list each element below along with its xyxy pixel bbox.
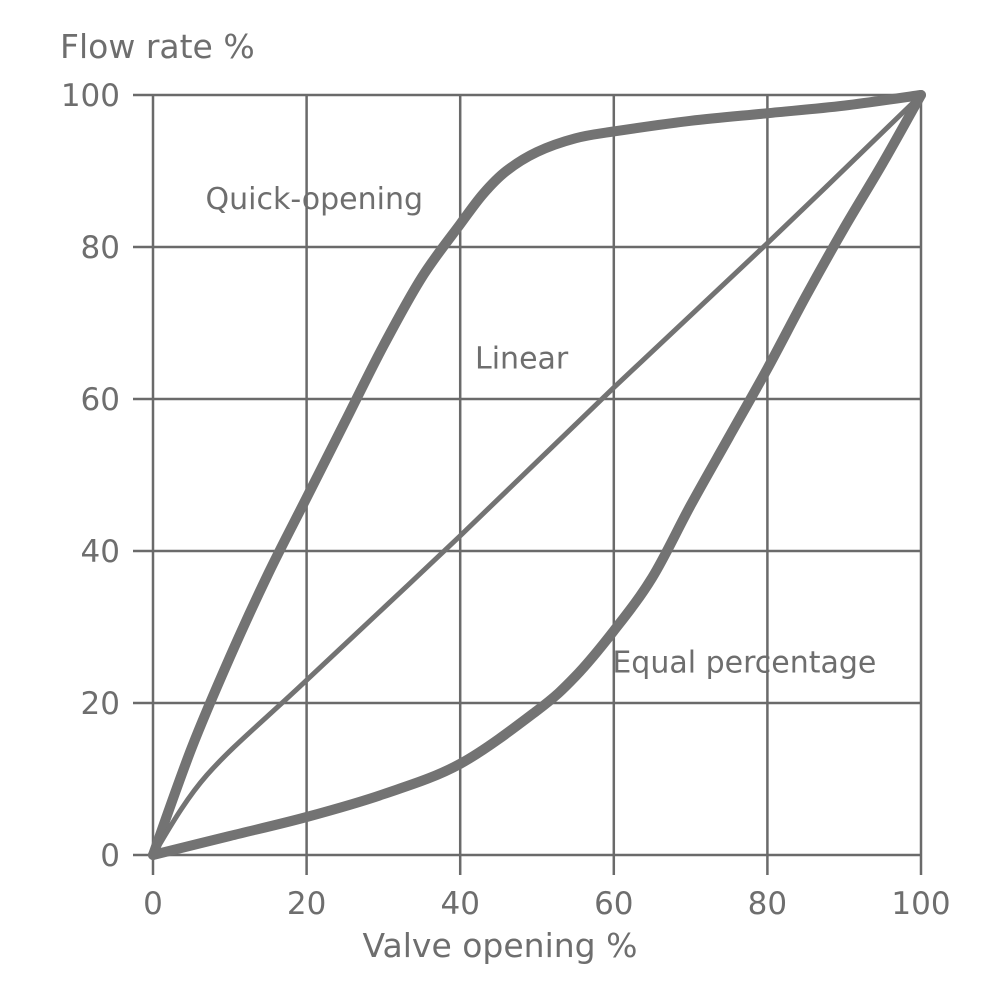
x-tick-label: 20 [287, 886, 326, 922]
y-tick-label: 20 [81, 686, 120, 722]
y-tick-label: 0 [100, 838, 120, 874]
y-axis-title: Flow rate % [60, 27, 255, 66]
x-tick-label: 40 [440, 886, 479, 922]
y-tick-labels: 0 20 40 60 80 100 [61, 78, 120, 874]
y-tick-label: 40 [81, 534, 120, 570]
x-tick-label: 80 [748, 886, 787, 922]
curve-label: Quick-opening [206, 182, 423, 217]
series-line-quick-opening [148, 90, 926, 860]
curve-label: Equal percentage [612, 646, 876, 681]
grid [133, 93, 923, 875]
series-line-linear [150, 92, 924, 858]
x-tick-label: 100 [891, 886, 950, 922]
x-tick-label: 0 [143, 886, 163, 922]
x-tick-labels: 0 20 40 60 80 100 [143, 886, 950, 922]
x-tick-label: 60 [594, 886, 633, 922]
y-tick-label: 60 [81, 382, 120, 418]
y-tick-label: 100 [61, 78, 120, 114]
y-tick-label: 80 [81, 230, 120, 266]
curve-label: Linear [475, 342, 569, 377]
x-axis-title: Valve opening % [363, 926, 638, 965]
series-line-equal-percentage [148, 90, 926, 860]
annotation-layer: Quick-opening Linear Equal percentage [206, 182, 877, 681]
series-layer [148, 90, 926, 860]
